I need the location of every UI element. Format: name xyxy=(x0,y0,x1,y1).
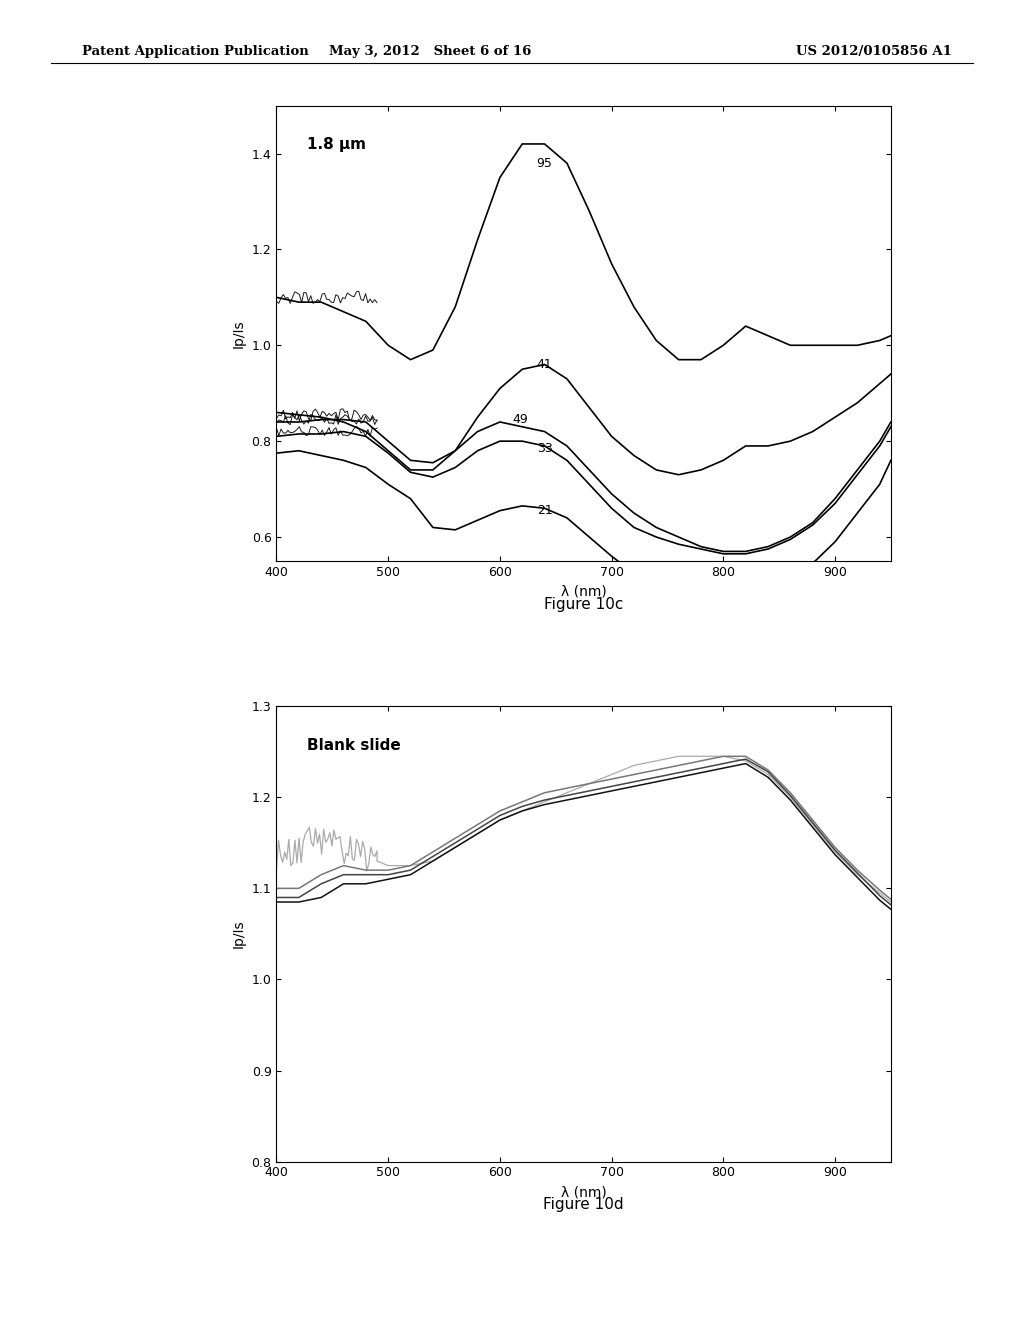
Text: 49: 49 xyxy=(512,413,528,426)
Text: Figure 10c: Figure 10c xyxy=(544,597,624,611)
Text: Figure 10d: Figure 10d xyxy=(544,1197,624,1212)
Text: 33: 33 xyxy=(537,442,553,455)
Y-axis label: Ip/Is: Ip/Is xyxy=(232,319,246,347)
X-axis label: λ (nm): λ (nm) xyxy=(561,1185,606,1199)
Text: 95: 95 xyxy=(537,157,553,170)
Text: Blank slide: Blank slide xyxy=(307,738,401,754)
Text: US 2012/0105856 A1: US 2012/0105856 A1 xyxy=(797,45,952,58)
Text: Patent Application Publication: Patent Application Publication xyxy=(82,45,308,58)
Y-axis label: Ip/Is: Ip/Is xyxy=(232,920,246,948)
Text: May 3, 2012   Sheet 6 of 16: May 3, 2012 Sheet 6 of 16 xyxy=(329,45,531,58)
Text: 41: 41 xyxy=(537,358,553,371)
X-axis label: λ (nm): λ (nm) xyxy=(561,585,606,598)
Text: 1.8 μm: 1.8 μm xyxy=(307,137,367,153)
Text: 21: 21 xyxy=(537,504,553,517)
